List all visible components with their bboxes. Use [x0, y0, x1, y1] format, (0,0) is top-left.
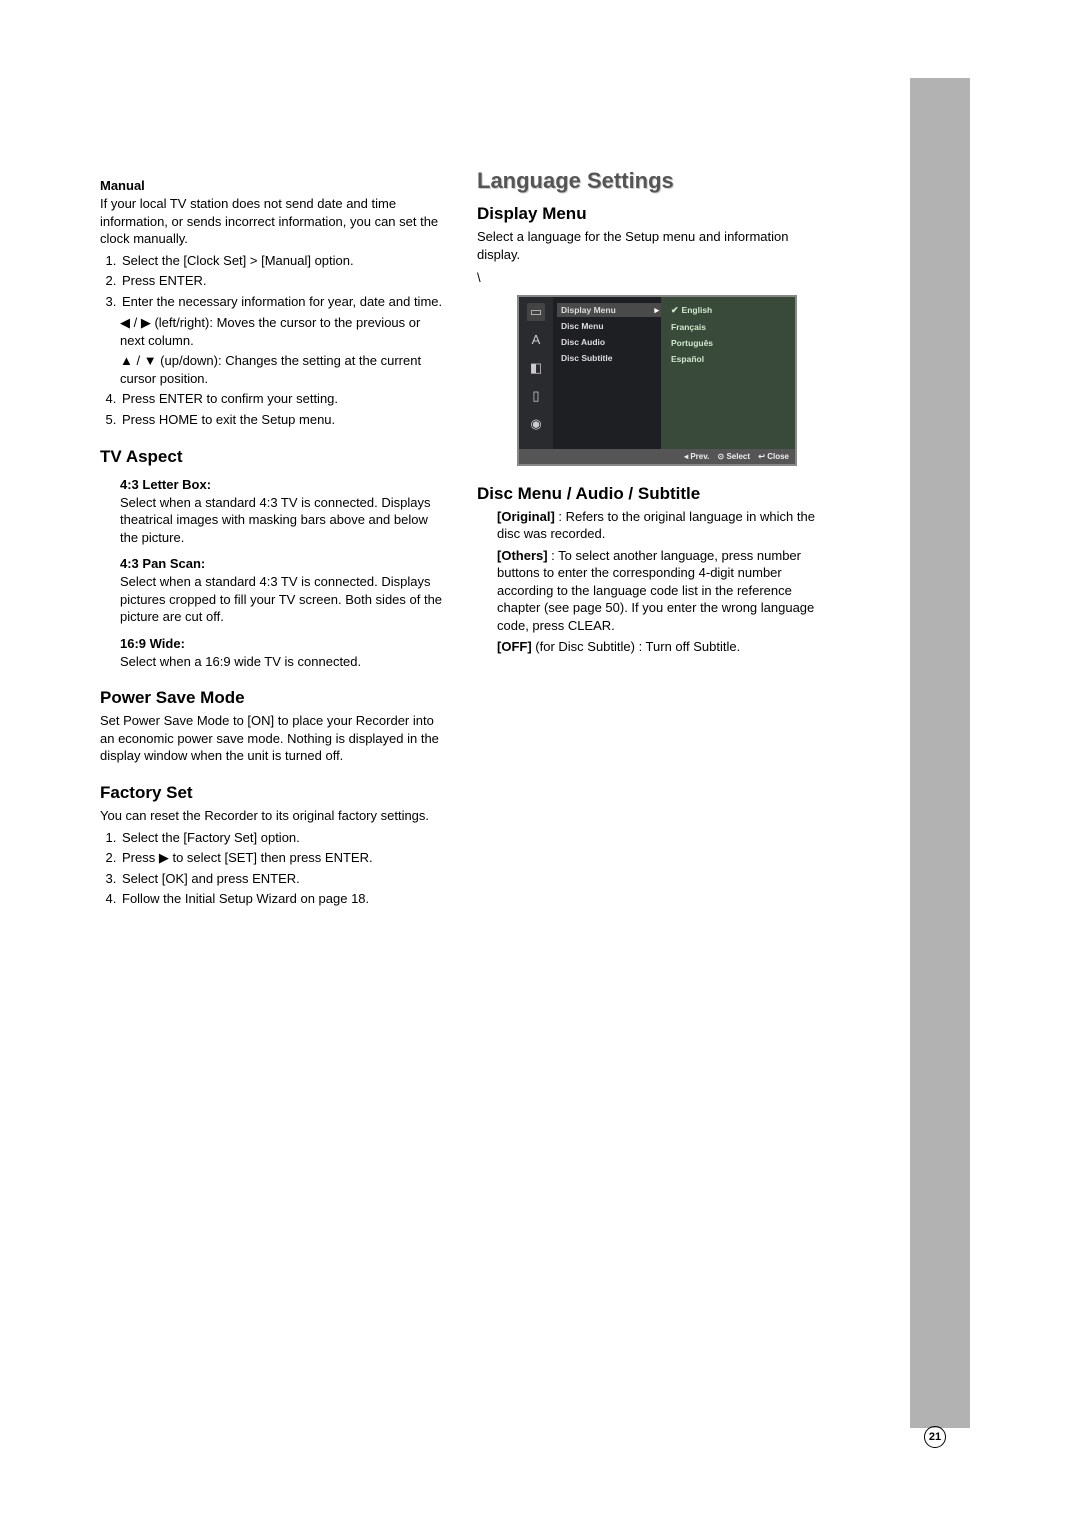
- osd-menu-list: Display Menu Disc Menu Disc Audio Disc S…: [553, 297, 661, 449]
- osd-screenshot: ▭ A ◧ ▯ ◉ Display Menu Disc Menu Disc Au…: [517, 295, 797, 466]
- osd-icon-column: ▭ A ◧ ▯ ◉: [519, 297, 553, 449]
- osd-menu-item: Disc Subtitle: [557, 351, 661, 365]
- osd-close-hint: ↩ Close: [758, 452, 789, 461]
- factory-steps-list: Select the [Factory Set] option. Press ▶…: [120, 829, 443, 908]
- original-paragraph: [Original] : Refers to the original lang…: [497, 508, 820, 543]
- right-column: Language Settings Display Menu Select a …: [477, 168, 820, 912]
- off-paragraph: [OFF] (for Disc Subtitle) : Turn off Sub…: [497, 638, 820, 656]
- osd-menu-item: Disc Audio: [557, 335, 661, 349]
- osd-option-item: Português: [667, 336, 795, 350]
- side-bar-background: [910, 78, 970, 1428]
- disc-menu-audio-subtitle-heading: Disc Menu / Audio / Subtitle: [477, 484, 820, 504]
- osd-menu-item: Disc Menu: [557, 319, 661, 333]
- factory-set-text: You can reset the Recorder to its origin…: [100, 807, 443, 825]
- aspect-43ps-text: Select when a standard 4:3 TV is connect…: [120, 573, 443, 626]
- aspect-43lb-heading: 4:3 Letter Box:: [120, 477, 443, 492]
- tv-icon: ▭: [527, 303, 545, 321]
- osd-options-list: ✔English Français Português Español: [661, 297, 795, 449]
- osd-option-item: Français: [667, 320, 795, 334]
- list-item: Select [OK] and press ENTER.: [120, 870, 443, 888]
- left-column: Manual If your local TV station does not…: [100, 168, 443, 912]
- osd-body: ▭ A ◧ ▯ ◉ Display Menu Disc Menu Disc Au…: [519, 297, 795, 449]
- osd-option-item: Español: [667, 352, 795, 366]
- side-section-label: HOOKUP AND SETTINGS: [1010, 430, 1036, 738]
- others-label: [Others]: [497, 548, 548, 563]
- list-item: Press ▶ to select [SET] then press ENTER…: [120, 849, 443, 867]
- osd-footer: ◂ Prev. ⊙ Select ↩ Close: [519, 449, 795, 464]
- osd-option-label: English: [682, 305, 713, 315]
- osd-option-item: ✔English: [667, 303, 795, 318]
- original-label: [Original]: [497, 509, 555, 524]
- osd-select-hint: ⊙ Select: [718, 452, 751, 461]
- manual-steps-list: Select the [Clock Set] > [Manual] option…: [120, 252, 443, 311]
- manual-steps-list-cont: Press ENTER to confirm your setting. Pre…: [120, 390, 443, 428]
- manual-substep: ◀ / ▶ (left/right): Moves the cursor to …: [120, 314, 443, 349]
- display-menu-text: Select a language for the Setup menu and…: [477, 228, 820, 263]
- tv-aspect-heading: TV Aspect: [100, 447, 443, 467]
- aspect-43lb-text: Select when a standard 4:3 TV is connect…: [120, 494, 443, 547]
- osd-menu-item: Display Menu: [557, 303, 661, 317]
- list-item: Enter the necessary information for year…: [120, 293, 443, 311]
- lock-icon: ▯: [527, 387, 545, 405]
- list-item: Select the [Clock Set] > [Manual] option…: [120, 252, 443, 270]
- language-icon: A: [527, 331, 545, 349]
- stray-backslash: \: [477, 269, 820, 287]
- audio-icon: ◧: [527, 359, 545, 377]
- list-item: Press ENTER to confirm your setting.: [120, 390, 443, 408]
- aspect-43ps-heading: 4:3 Pan Scan:: [120, 556, 443, 571]
- osd-prev-hint: ◂ Prev.: [684, 452, 709, 461]
- display-menu-heading: Display Menu: [477, 204, 820, 224]
- others-paragraph: [Others] : To select another language, p…: [497, 547, 820, 635]
- aspect-169-heading: 16:9 Wide:: [120, 636, 443, 651]
- manual-heading: Manual: [100, 178, 443, 193]
- list-item: Press HOME to exit the Setup menu.: [120, 411, 443, 429]
- page-number: 21: [924, 1426, 946, 1448]
- list-item: Select the [Factory Set] option.: [120, 829, 443, 847]
- aspect-169-text: Select when a 16:9 wide TV is connected.: [120, 653, 443, 671]
- off-text: (for Disc Subtitle) : Turn off Subtitle.: [532, 639, 741, 654]
- language-settings-heading: Language Settings: [477, 168, 820, 194]
- list-item: Press ENTER.: [120, 272, 443, 290]
- page-content: Manual If your local TV station does not…: [100, 168, 820, 912]
- list-item: Follow the Initial Setup Wizard on page …: [120, 890, 443, 908]
- off-label: [OFF]: [497, 639, 532, 654]
- power-save-text: Set Power Save Mode to [ON] to place you…: [100, 712, 443, 765]
- manual-substep: ▲ / ▼ (up/down): Changes the setting at …: [120, 352, 443, 387]
- manual-intro: If your local TV station does not send d…: [100, 195, 443, 248]
- factory-set-heading: Factory Set: [100, 783, 443, 803]
- disc-icon: ◉: [527, 415, 545, 433]
- power-save-heading: Power Save Mode: [100, 688, 443, 708]
- check-icon: ✔: [671, 305, 679, 315]
